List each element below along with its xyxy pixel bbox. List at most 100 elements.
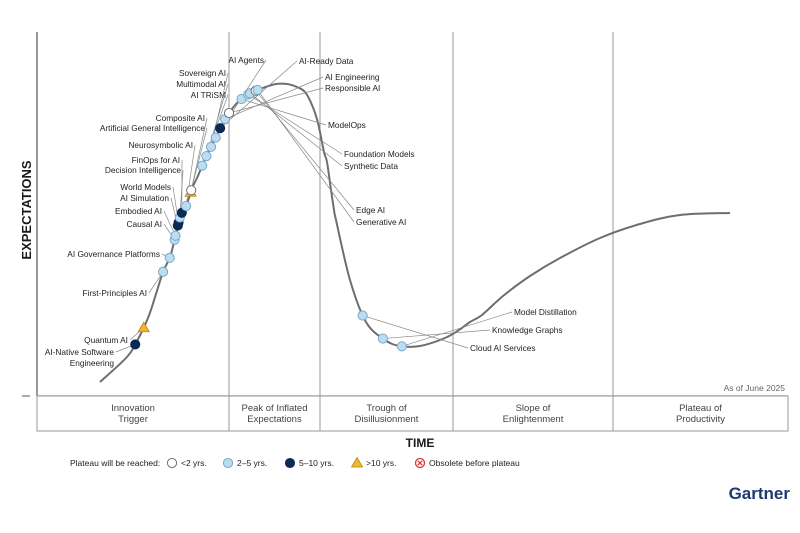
marker-circle (210, 132, 221, 143)
legend-item-label: <2 yrs. (181, 458, 207, 468)
marker-circle (222, 457, 234, 469)
leader-line (382, 329, 491, 339)
innovation-label: AI-Native Software Engineering (45, 347, 115, 368)
as-of-note: As of June 2025 (724, 383, 786, 393)
legend-item: <2 yrs. (166, 457, 207, 469)
phase-band (36, 395, 789, 432)
marker-circle (201, 151, 212, 162)
innovation-point: ModelOps (236, 94, 366, 130)
innovation-point: Quantum AI (84, 321, 150, 345)
phase-label: Expectations (247, 414, 302, 425)
phase-dividers (228, 32, 614, 431)
innovation-label: ModelOps (328, 120, 366, 130)
innovation-point: Knowledge Graphs (377, 325, 563, 344)
innovation-label: Decision Intelligence (105, 165, 181, 175)
marker-circle (377, 333, 388, 344)
marker-circle (205, 141, 217, 152)
innovation-markers: AI-Native Software Engineering Quantum AI F… (45, 55, 577, 368)
phase-label: Plateau of (679, 403, 722, 414)
marker-circle (186, 185, 197, 196)
marker-obsolete-cross (417, 460, 423, 466)
phase-label: Peak of Inflated (241, 403, 307, 414)
legend-item-label: Obsolete before plateau (429, 458, 520, 468)
marker-circle (284, 457, 296, 469)
phase-label: Trough of (366, 403, 407, 414)
marker-circle (252, 84, 263, 95)
innovation-label: FinOps for AI (132, 155, 180, 165)
chart-frame (22, 32, 789, 432)
innovation-label: Embodied AI (115, 206, 162, 216)
innovation-label: Sovereign AI (179, 68, 226, 78)
leader-line (225, 76, 324, 120)
innovation-point: Cloud AI Services (357, 310, 535, 353)
innovation-label: Multimodal AI (176, 79, 226, 89)
innovation-label: Cloud AI Services (470, 343, 535, 353)
marker-triangle (350, 456, 364, 468)
legend-item: Obsolete before plateau (414, 457, 520, 469)
leader-line (185, 144, 196, 207)
innovation-label: Foundation Models (344, 149, 415, 159)
legend: Plateau will be reached: <2 yrs. 2–5 yrs. 5… (70, 456, 520, 469)
innovation-label: Edge AI (356, 205, 385, 215)
innovation-point: Composite AI (156, 113, 208, 196)
innovation-label: Quantum AI (84, 335, 128, 345)
innovation-label: Composite AI (156, 113, 205, 123)
marker-circle (396, 341, 407, 352)
innovation-label: Synthetic Data (344, 161, 398, 171)
innovation-label: Knowledge Graphs (492, 325, 563, 335)
marker-triangle (137, 321, 150, 333)
marker-circle (224, 107, 235, 119)
marker-circle (181, 201, 192, 212)
innovation-label: Neurosymbolic AI (128, 140, 193, 150)
legend-title: Plateau will be reached: (70, 458, 160, 468)
innovation-label: AI TRiSM (191, 90, 226, 100)
phase-label: Slope of (516, 403, 551, 414)
phase-label: Productivity (676, 414, 725, 425)
y-axis-label: EXPECTATIONS (19, 160, 34, 260)
innovation-label: World Models (120, 182, 171, 192)
marker-circle (130, 339, 141, 350)
innovation-label: AI Simulation (120, 193, 169, 203)
legend-item-label: 2–5 yrs. (237, 458, 267, 468)
innovation-point: Responsible AI (224, 83, 380, 119)
innovation-point: Causal AI (126, 219, 180, 245)
marker-circle (170, 230, 181, 241)
phase-label: Enlightenment (503, 414, 564, 425)
innovation-label: AI Engineering (325, 72, 380, 82)
marker-circle (236, 94, 247, 105)
leader-line (190, 117, 208, 191)
leader-line (257, 89, 355, 223)
marker-circle (215, 123, 226, 134)
marker-circle (197, 160, 208, 171)
innovation-point: First-Principles AI (82, 266, 169, 298)
leader-line (255, 90, 355, 211)
x-axis-label: TIME (406, 436, 435, 450)
innovation-label: Artificial General Intelligence (100, 123, 206, 133)
legend-item-label: >10 yrs. (366, 458, 396, 468)
innovation-label: Causal AI (126, 219, 162, 229)
innovation-label: AI-Ready Data (299, 56, 354, 66)
leader-line (228, 87, 324, 114)
innovation-label: Generative AI (356, 217, 406, 227)
phase-label: Disillusionment (355, 414, 419, 425)
innovation-point: Embodied AI (115, 206, 181, 241)
innovation-point: Generative AI (252, 84, 406, 227)
legend-item: 5–10 yrs. (284, 457, 334, 469)
phase-label: Innovation (111, 403, 155, 414)
legend-item-label: 5–10 yrs. (299, 458, 334, 468)
legend-item: 2–5 yrs. (222, 457, 267, 469)
leader-line (362, 315, 469, 349)
innovation-point: AI-Native Software Engineering (45, 339, 141, 368)
innovation-point: Model Distillation (396, 307, 577, 352)
gartner-logo: Gartner (729, 484, 791, 503)
innovation-label: Model Distillation (514, 307, 577, 317)
marker-circle (357, 310, 368, 321)
marker-circle (158, 266, 169, 277)
legend-item: >10 yrs. (350, 456, 396, 468)
leader-line (401, 311, 513, 347)
innovation-label: First-Principles AI (82, 288, 147, 298)
leader-line (241, 98, 327, 126)
innovation-label: Responsible AI (325, 83, 380, 93)
